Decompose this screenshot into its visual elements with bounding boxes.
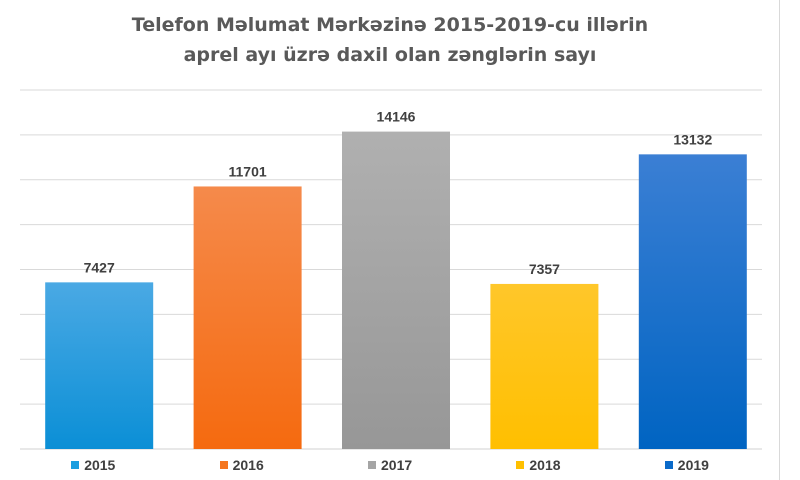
legend-label: 2015 bbox=[84, 457, 116, 473]
legend-swatch bbox=[219, 461, 228, 469]
frame-border bbox=[779, 0, 780, 480]
legend-swatch bbox=[368, 461, 376, 469]
legend-label: 2019 bbox=[677, 457, 709, 473]
bar-2015 bbox=[45, 282, 154, 449]
bars bbox=[45, 131, 747, 450]
data-label-2017: 14146 bbox=[377, 109, 416, 125]
legend-item-2017: 2017 bbox=[368, 457, 412, 473]
legend-item-2016: 2016 bbox=[219, 457, 264, 473]
bar-2018 bbox=[490, 283, 599, 449]
data-label-2019: 13132 bbox=[673, 131, 712, 147]
legend-item-2015: 2015 bbox=[71, 457, 115, 473]
chart-legend: 2015 2016 2017 2018 2019 bbox=[0, 457, 780, 477]
chart-title: Telefon Məlumat Mərkəzinə 2015-2019-cu i… bbox=[0, 10, 780, 70]
bar-2017 bbox=[342, 131, 450, 449]
data-labels: 7427 11701 14146 7357 13132 bbox=[84, 109, 713, 277]
legend-swatch bbox=[664, 461, 673, 469]
chart-title-line-1: Telefon Məlumat Mərkəzinə 2015-2019-cu i… bbox=[131, 14, 649, 36]
legend-label: 2018 bbox=[529, 457, 561, 473]
legend-item-2018: 2018 bbox=[516, 457, 561, 473]
legend-label: 2017 bbox=[381, 457, 413, 473]
data-label-2018: 7357 bbox=[529, 261, 560, 277]
bar-2019 bbox=[638, 154, 747, 449]
bar-2016 bbox=[193, 186, 302, 450]
chart-title-line-2: aprel ayı üzrə daxil olan zənglərin sayı bbox=[183, 44, 597, 66]
chart-plot-area: 7427 11701 14146 7357 13132 bbox=[20, 89, 762, 450]
legend-label: 2016 bbox=[232, 457, 264, 473]
data-label-2016: 11701 bbox=[229, 163, 267, 179]
data-label-2015: 7427 bbox=[84, 259, 115, 275]
legend-swatch bbox=[71, 461, 80, 469]
legend-item-2019: 2019 bbox=[664, 457, 709, 473]
legend-swatch bbox=[516, 461, 525, 469]
